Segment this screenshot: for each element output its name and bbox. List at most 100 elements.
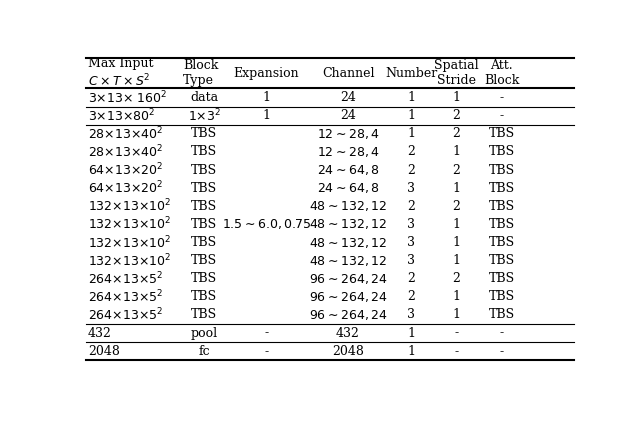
Text: 2048: 2048 [88, 345, 120, 358]
Text: Spatial
Stride: Spatial Stride [434, 59, 479, 87]
Text: 2: 2 [452, 163, 460, 177]
Text: 1: 1 [408, 127, 415, 140]
Text: 1: 1 [452, 91, 461, 104]
Text: TBS: TBS [191, 236, 217, 249]
Text: Expansion: Expansion [234, 67, 299, 80]
Text: 2: 2 [452, 272, 460, 285]
Text: 1: 1 [452, 309, 461, 321]
Text: 2: 2 [408, 200, 415, 213]
Text: 3: 3 [408, 309, 415, 321]
Text: TBS: TBS [488, 182, 515, 194]
Text: TBS: TBS [191, 290, 217, 303]
Text: 24: 24 [340, 109, 356, 122]
Text: TBS: TBS [488, 236, 515, 249]
Text: 24: 24 [340, 91, 356, 104]
Text: TBS: TBS [191, 218, 217, 231]
Text: $28{\times}13{\times}40^2$: $28{\times}13{\times}40^2$ [88, 143, 163, 160]
Text: data: data [190, 91, 218, 104]
Text: 1: 1 [408, 345, 415, 358]
Text: $264{\times}13{\times}5^2$: $264{\times}13{\times}5^2$ [88, 289, 163, 305]
Text: -: - [264, 345, 268, 358]
Text: $12 \sim 28, 4$: $12 \sim 28, 4$ [317, 145, 380, 159]
Text: -: - [264, 327, 268, 340]
Text: $132{\times}13{\times}10^2$: $132{\times}13{\times}10^2$ [88, 234, 172, 251]
Text: TBS: TBS [488, 127, 515, 140]
Text: TBS: TBS [488, 290, 515, 303]
Text: $24 \sim 64, 8$: $24 \sim 64, 8$ [317, 181, 380, 195]
Text: 1: 1 [452, 182, 461, 194]
Text: $3{\times}13{\times}80^2$: $3{\times}13{\times}80^2$ [88, 107, 156, 124]
Text: 3: 3 [408, 218, 415, 231]
Text: TBS: TBS [191, 309, 217, 321]
Text: $48 \sim 132, 12$: $48 \sim 132, 12$ [309, 218, 387, 231]
Text: 2: 2 [452, 109, 460, 122]
Text: 2: 2 [408, 290, 415, 303]
Text: $28{\times}13{\times}40^2$: $28{\times}13{\times}40^2$ [88, 126, 163, 142]
Text: TBS: TBS [488, 309, 515, 321]
Text: Channel: Channel [322, 67, 374, 80]
Text: -: - [500, 91, 504, 104]
Text: $1{\times}3^2$: $1{\times}3^2$ [188, 107, 221, 124]
Text: TBS: TBS [191, 182, 217, 194]
Text: TBS: TBS [488, 254, 515, 267]
Text: Number: Number [385, 67, 438, 80]
Text: Block
Type: Block Type [183, 59, 218, 87]
Text: 3: 3 [408, 254, 415, 267]
Text: $64{\times}13{\times}20^2$: $64{\times}13{\times}20^2$ [88, 180, 163, 196]
Text: 2048: 2048 [332, 345, 364, 358]
Text: 1: 1 [452, 146, 461, 159]
Text: $132{\times}13{\times}10^2$: $132{\times}13{\times}10^2$ [88, 216, 172, 233]
Text: 1: 1 [262, 91, 270, 104]
Text: 2: 2 [408, 272, 415, 285]
Text: 1: 1 [408, 91, 415, 104]
Text: 3: 3 [408, 182, 415, 194]
Text: 1: 1 [452, 290, 461, 303]
Text: TBS: TBS [488, 218, 515, 231]
Text: TBS: TBS [191, 146, 217, 159]
Text: Att.
Block: Att. Block [484, 59, 519, 87]
Text: 2: 2 [452, 127, 460, 140]
Text: $48 \sim 132, 12$: $48 \sim 132, 12$ [309, 199, 387, 213]
Text: 3: 3 [408, 236, 415, 249]
Text: 2: 2 [408, 146, 415, 159]
Text: $48 \sim 132, 12$: $48 \sim 132, 12$ [309, 235, 387, 250]
Text: $48 \sim 132, 12$: $48 \sim 132, 12$ [309, 254, 387, 268]
Text: -: - [454, 327, 459, 340]
Text: TBS: TBS [488, 146, 515, 159]
Text: $264{\times}13{\times}5^2$: $264{\times}13{\times}5^2$ [88, 307, 163, 323]
Text: TBS: TBS [191, 254, 217, 267]
Text: -: - [500, 327, 504, 340]
Text: TBS: TBS [488, 272, 515, 285]
Text: $264{\times}13{\times}5^2$: $264{\times}13{\times}5^2$ [88, 270, 163, 287]
Text: -: - [500, 109, 504, 122]
Text: TBS: TBS [191, 200, 217, 213]
Text: TBS: TBS [488, 200, 515, 213]
Text: 1: 1 [452, 254, 461, 267]
Text: $132{\times}13{\times}10^2$: $132{\times}13{\times}10^2$ [88, 198, 172, 214]
Text: TBS: TBS [191, 272, 217, 285]
Text: 1: 1 [262, 109, 270, 122]
Text: $3{\times}13{\times}\ 160^2$: $3{\times}13{\times}\ 160^2$ [88, 89, 168, 106]
Text: $64{\times}13{\times}20^2$: $64{\times}13{\times}20^2$ [88, 162, 163, 178]
Text: $24 \sim 64, 8$: $24 \sim 64, 8$ [317, 163, 380, 177]
Text: 432: 432 [336, 327, 360, 340]
Text: $96 \sim 264, 24$: $96 \sim 264, 24$ [308, 308, 387, 322]
Text: TBS: TBS [488, 163, 515, 177]
Text: -: - [500, 345, 504, 358]
Text: pool: pool [191, 327, 218, 340]
Text: 432: 432 [88, 327, 112, 340]
Text: 1: 1 [408, 327, 415, 340]
Text: fc: fc [198, 345, 210, 358]
Text: TBS: TBS [191, 127, 217, 140]
Text: $96 \sim 264, 24$: $96 \sim 264, 24$ [308, 290, 387, 304]
Text: $12 \sim 28, 4$: $12 \sim 28, 4$ [317, 127, 380, 141]
Text: 1: 1 [408, 109, 415, 122]
Text: -: - [454, 345, 459, 358]
Text: $96 \sim 264, 24$: $96 \sim 264, 24$ [308, 272, 387, 286]
Text: $132{\times}13{\times}10^2$: $132{\times}13{\times}10^2$ [88, 252, 172, 269]
Text: 2: 2 [408, 163, 415, 177]
Text: $1.5 \sim 6.0, 0.75$: $1.5 \sim 6.0, 0.75$ [221, 218, 311, 231]
Text: 1: 1 [452, 236, 461, 249]
Text: TBS: TBS [191, 163, 217, 177]
Text: 1: 1 [452, 218, 461, 231]
